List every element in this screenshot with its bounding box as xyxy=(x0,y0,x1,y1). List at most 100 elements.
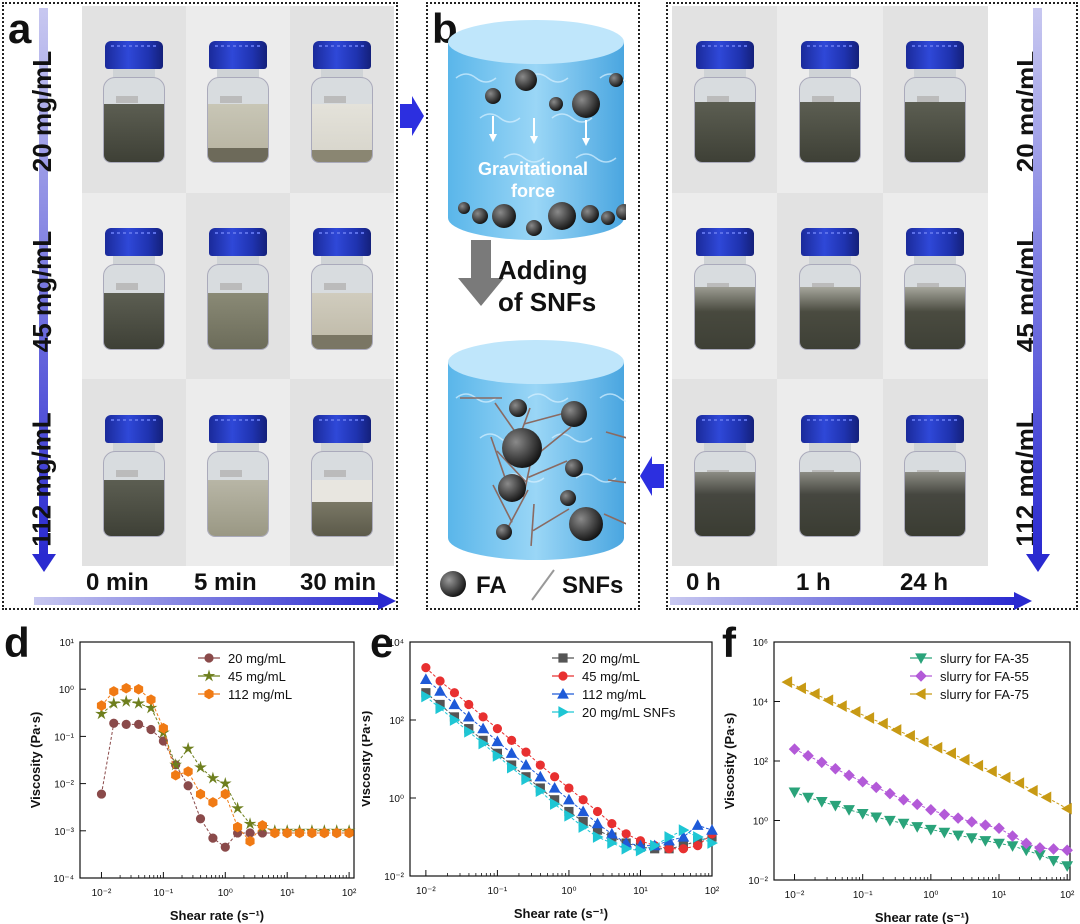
legend-label: 45 mg/mL xyxy=(582,669,640,684)
jar-icon xyxy=(904,414,967,537)
data-point xyxy=(421,690,432,703)
data-point xyxy=(979,819,992,831)
data-point xyxy=(802,749,814,762)
y-tick-label: 10² xyxy=(754,757,769,768)
data-point xyxy=(492,750,504,762)
data-point xyxy=(1034,842,1046,854)
data-point xyxy=(843,769,855,782)
x-tick-label: 10⁰ xyxy=(218,888,233,899)
time-label: 24 h xyxy=(900,569,949,596)
legend-marker xyxy=(557,687,569,699)
data-point xyxy=(245,828,255,838)
data-point xyxy=(183,766,193,777)
legend-label: 20 mg/mL SNFs xyxy=(582,705,676,720)
process-arrow-down xyxy=(458,240,504,306)
data-point xyxy=(664,844,674,854)
data-point xyxy=(119,694,133,707)
data-point xyxy=(822,694,834,707)
series-slurry-for-fa-75 xyxy=(781,676,1072,815)
data-point xyxy=(1061,861,1074,872)
time-label: 5 min xyxy=(194,569,257,596)
data-point xyxy=(952,830,964,842)
snf-fiber-icon xyxy=(524,412,566,425)
data-point xyxy=(693,841,703,851)
data-point xyxy=(911,798,923,811)
x-tick-label: 10¹ xyxy=(280,888,295,899)
data-point xyxy=(282,827,292,839)
y-tick-label: 10⁴ xyxy=(753,698,768,709)
time-label: 1 h xyxy=(796,569,831,596)
jar-icon xyxy=(311,414,373,537)
data-point xyxy=(550,798,561,810)
y-tick-label: 10⁰ xyxy=(389,794,404,805)
data-point xyxy=(1006,830,1019,842)
plot-frame xyxy=(409,641,713,877)
jar-photo-cell xyxy=(672,6,778,193)
panel-letter-a: a xyxy=(8,5,32,52)
data-point xyxy=(938,808,951,821)
data-point xyxy=(856,809,869,820)
y-tick-label: 10⁻² xyxy=(54,780,74,791)
data-point xyxy=(520,759,532,770)
data-point xyxy=(477,722,489,734)
data-point xyxy=(578,795,588,805)
snf-fiber-icon xyxy=(530,503,535,546)
y-axis-title: Viscosity (Pa·s) xyxy=(722,713,737,810)
series-line xyxy=(425,667,713,850)
data-point xyxy=(448,698,461,710)
legend-marker xyxy=(558,653,568,663)
data-point xyxy=(521,747,531,757)
series-112-mg-ml xyxy=(419,673,718,851)
data-point xyxy=(95,707,108,720)
x-tick-label: 10² xyxy=(705,886,720,897)
data-point xyxy=(183,781,193,791)
snf-fiber-icon xyxy=(532,508,570,532)
fa-particle-icon xyxy=(515,69,537,91)
data-point xyxy=(863,712,875,724)
x-tick-label: 10⁻² xyxy=(416,886,436,897)
data-point xyxy=(890,724,902,736)
y-tick-label: 10² xyxy=(390,716,405,727)
data-point xyxy=(505,747,518,758)
plot-frame xyxy=(79,641,355,879)
data-point xyxy=(421,663,431,673)
fa-legend-label: FA xyxy=(476,572,507,599)
data-point xyxy=(578,821,590,833)
jar-icon xyxy=(693,41,756,164)
fa-particle-icon xyxy=(572,90,600,118)
time-label: 30 min xyxy=(300,569,377,596)
jar-photo-cell xyxy=(777,192,883,380)
jar-icon xyxy=(693,227,756,350)
jar-icon xyxy=(311,41,373,164)
y-tick-label: 10⁻¹ xyxy=(54,732,74,743)
data-point xyxy=(635,844,647,857)
data-point xyxy=(1020,837,1033,850)
data-point xyxy=(107,696,121,709)
data-point xyxy=(650,839,661,852)
data-point xyxy=(146,724,156,735)
jar-photo-cell xyxy=(672,379,778,566)
data-point xyxy=(158,722,168,734)
data-point xyxy=(218,776,232,789)
jar-icon xyxy=(103,414,165,537)
panel-b: b Gravitational force Adding of SNFs FA … xyxy=(426,2,640,610)
fa-particle-icon xyxy=(609,73,623,87)
data-point xyxy=(419,673,432,684)
settling-photo-grid xyxy=(82,6,394,566)
legend-marker xyxy=(202,669,216,682)
data-point xyxy=(332,827,342,839)
data-point xyxy=(1040,791,1052,804)
jar-photo-cell xyxy=(82,6,186,193)
data-point xyxy=(521,773,533,786)
panel-letter-f: f xyxy=(722,619,736,666)
concentration-arrow xyxy=(1026,8,1050,572)
x-tick-label: 10⁻² xyxy=(785,890,805,901)
jar-photo-cell xyxy=(186,379,290,566)
data-point xyxy=(507,761,518,774)
data-point xyxy=(208,797,218,808)
fa-legend-icon xyxy=(440,571,466,597)
snf-legend-icon xyxy=(531,569,555,601)
y-tick-label: 10⁻² xyxy=(748,876,768,887)
fa-particle-icon xyxy=(492,204,516,228)
data-point xyxy=(788,787,801,799)
